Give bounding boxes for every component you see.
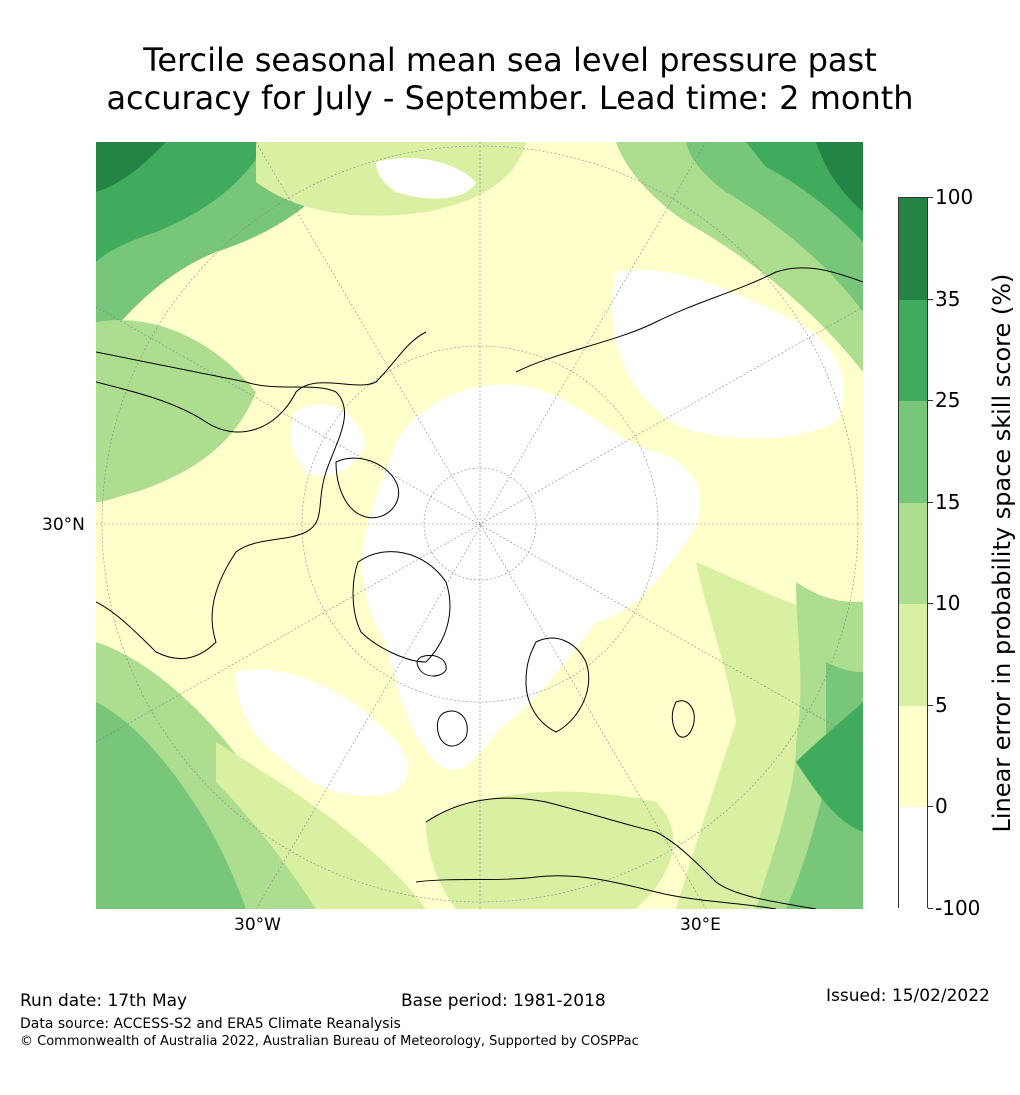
region-white-siberia: [612, 270, 844, 439]
chart-title-line-2: accuracy for July - September. Lead time…: [106, 79, 914, 117]
colorbar-tick-label: 5: [935, 692, 948, 717]
coast-caspian: [671, 700, 695, 738]
region-sw-15-25: [96, 702, 246, 909]
colorbar-segment: [899, 604, 927, 706]
colorbar-tick-label: 0: [935, 794, 948, 819]
colorbar-tick-label: 25: [935, 388, 961, 413]
coast-british-isles: [436, 710, 468, 747]
coast-scandinavia: [525, 637, 590, 733]
colorbar-tick-mark: [928, 400, 933, 402]
colorbar-tick-mark: [928, 806, 933, 808]
region-ne-35-100: [816, 142, 863, 212]
lat-label-30n: 30°N: [42, 515, 85, 535]
base-period: Base period: 1981-2018: [401, 991, 606, 1011]
coast-canadian-archipelago: [335, 457, 400, 519]
colorbar-tick-label: 35: [935, 286, 961, 311]
colorbar: [898, 197, 928, 909]
region-sw-5-10: [216, 742, 426, 909]
coast-greenland: [352, 551, 451, 663]
region-white-pacific: [376, 158, 476, 199]
region-white-polar: [362, 384, 701, 771]
colorbar-tick-label: 15: [935, 489, 961, 514]
colorbar-segment: [899, 401, 927, 503]
coast-europe: [425, 797, 817, 909]
region-se-25-35: [796, 702, 863, 832]
region-med-5-10: [426, 791, 674, 909]
coast-iceland: [416, 655, 447, 677]
colorbar-segment: [899, 807, 927, 909]
issued-date: Issued: 15/02/2022: [826, 986, 990, 1006]
lon-label-30e: 30°E: [680, 915, 721, 935]
run-date: Run date: 17th May: [20, 991, 188, 1011]
skill-score-map: [96, 142, 863, 909]
region-white-central: [290, 403, 366, 476]
coastlines: [96, 267, 863, 909]
colorbar-tick-mark: [928, 197, 933, 198]
copyright: © Commonwealth of Australia 2022, Austra…: [20, 1034, 639, 1049]
colorbar-segment: [899, 502, 927, 605]
colorbar-tick-mark: [928, 298, 933, 300]
data-source: Data source: ACCESS-S2 and ERA5 Climate …: [20, 1016, 401, 1032]
colorbar-tick-mark: [928, 704, 933, 706]
colorbar-tick-label: 100: [935, 185, 974, 209]
colorbar-tick-mark: [928, 908, 933, 909]
chart-title-line-1: Tercile seasonal mean sea level pressure…: [143, 41, 877, 79]
region-green-35-100: [96, 142, 166, 192]
colorbar-segment: [899, 198, 927, 300]
coast-africa-north: [415, 875, 777, 909]
colorbar-tick-label: -100: [935, 896, 981, 920]
coast-alaska: [96, 331, 427, 433]
colorbar-label: Linear error in probability space skill …: [988, 273, 1016, 833]
colorbar-segment: [899, 705, 927, 808]
lon-label-30w: 30°W: [234, 915, 281, 935]
region-w-10-15: [96, 320, 256, 502]
colorbar-tick-mark: [928, 501, 933, 503]
coast-siberia: [515, 267, 863, 373]
colorbar-segment: [899, 299, 927, 402]
colorbar-tick-mark: [928, 603, 933, 605]
region-green-25-35: [96, 142, 266, 262]
region-white-atlantic: [236, 669, 409, 796]
colorbar-tick-label: 10: [935, 591, 961, 616]
graticule: [96, 142, 863, 909]
coast-north-america: [96, 351, 346, 660]
skill-fill-regions: [96, 142, 863, 909]
